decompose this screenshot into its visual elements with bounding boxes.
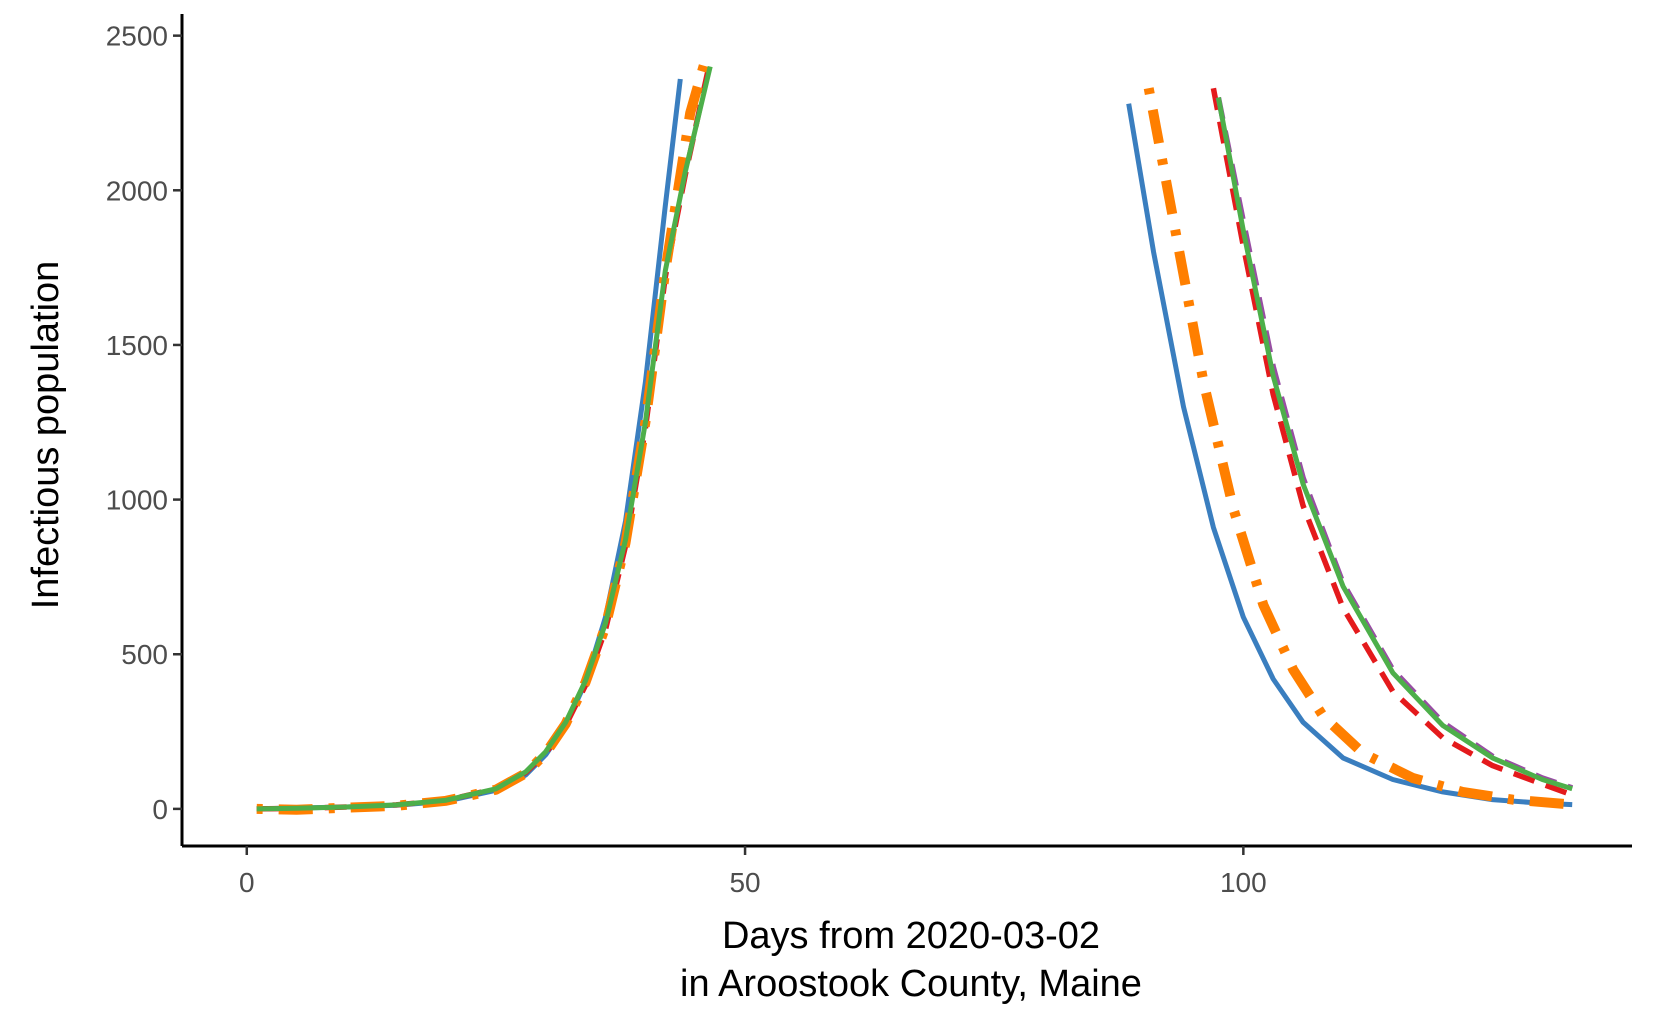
series-5-line-segment-2 xyxy=(1215,97,1573,792)
x-axis-title-line1: Days from 2020-03-02 xyxy=(722,915,1100,957)
axes xyxy=(173,14,1632,855)
y-axis-title: Infectious population xyxy=(25,261,67,610)
series-2-line-segment-2 xyxy=(1210,87,1574,798)
x-axis-title-line2: in Aroostook County, Maine xyxy=(680,963,1142,1005)
series-3-line-segment-1 xyxy=(1215,96,1574,791)
x-tick-label: 50 xyxy=(729,867,760,898)
series-4-line-segment-2 xyxy=(1143,87,1573,810)
series-lines xyxy=(256,59,1574,815)
series-1-line-segment-1 xyxy=(256,78,683,812)
y-tick-label: 1000 xyxy=(106,485,168,516)
series-5-line-segment-1 xyxy=(256,66,713,812)
series-1-line-segment-2 xyxy=(1126,103,1573,808)
x-tick-label: 100 xyxy=(1220,867,1267,898)
y-tick-label: 0 xyxy=(152,794,168,825)
y-tick-label: 500 xyxy=(121,639,168,670)
y-tick-label: 2500 xyxy=(106,21,168,52)
y-tick-label: 1500 xyxy=(106,330,168,361)
x-tick-label: 0 xyxy=(239,867,255,898)
y-tick-label: 2000 xyxy=(106,175,168,206)
